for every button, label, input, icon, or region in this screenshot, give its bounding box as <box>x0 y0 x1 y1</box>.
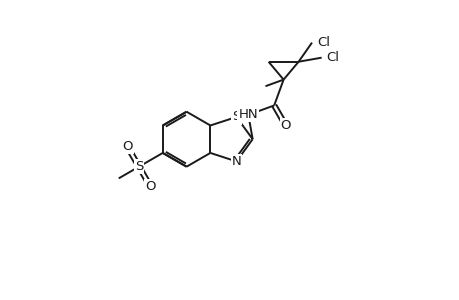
Text: O: O <box>280 119 291 132</box>
Text: O: O <box>145 180 156 194</box>
Text: S: S <box>134 160 143 173</box>
Text: O: O <box>122 140 132 153</box>
Text: S: S <box>232 110 240 124</box>
Text: HN: HN <box>238 108 257 121</box>
Text: N: N <box>231 155 241 168</box>
Text: Cl: Cl <box>316 36 329 49</box>
Text: Cl: Cl <box>326 51 339 64</box>
